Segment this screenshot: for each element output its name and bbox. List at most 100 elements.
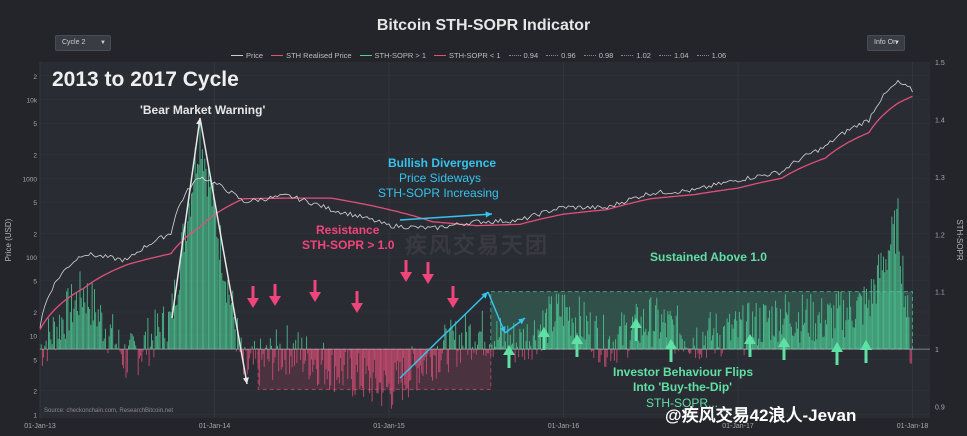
- dip-arrow-head: [503, 345, 515, 355]
- sustained-label: Sustained Above 1.0: [650, 250, 767, 264]
- x-tick-label: 01-Jan-15: [373, 423, 405, 430]
- divergence-arrow: [399, 291, 489, 379]
- price-series: [39, 79, 913, 328]
- y-left-tick-label: 10: [30, 334, 38, 341]
- bullish-divergence-title: Bullish Divergence: [388, 156, 497, 170]
- dip-arrow-head: [571, 334, 583, 344]
- chevron-down-icon: ▼: [894, 40, 900, 46]
- bear-arrow-down: [199, 117, 248, 385]
- resistance-arrow-head: [400, 272, 412, 282]
- legend-item[interactable]: 0.96: [546, 51, 576, 60]
- dip-arrow-head: [665, 339, 677, 349]
- y-right-axis-title: STH-SOPR: [955, 219, 964, 261]
- legend-swatch: [583, 54, 596, 56]
- y-left-tick-label: 2: [33, 231, 37, 238]
- y-left-tick-label: 5: [33, 279, 37, 286]
- y-left-tick-label: 1000: [23, 176, 38, 183]
- investor-line3: STH-SOPR...: [646, 396, 719, 410]
- y-right-tick-label: 1: [935, 347, 939, 354]
- legend-swatch: [231, 54, 243, 56]
- legend-swatch: [621, 54, 634, 56]
- x-tick-label: 01-Jan-17: [722, 423, 754, 430]
- dip-arrow-head: [538, 327, 550, 337]
- legend-swatch: [359, 54, 372, 56]
- info-select-value: Info On: [874, 39, 897, 46]
- chart-title: Bitcoin STH-SOPR Indicator: [376, 17, 591, 34]
- cycle-select-value: Cycle 2: [62, 39, 86, 46]
- watermark-bottom: @疾风交易42浪人-Jevan: [665, 406, 857, 425]
- legend-swatch: [434, 54, 447, 56]
- y-left-tick-label: 2: [33, 389, 37, 396]
- dip-arrow-head: [778, 337, 790, 347]
- legend-swatch: [508, 54, 521, 56]
- divergence-arrow-b-head: [499, 326, 506, 333]
- y-right-tick-label: 1.5: [935, 60, 945, 67]
- y-left-tick-label: 10k: [27, 98, 38, 105]
- resistance-arrow-head: [351, 303, 363, 313]
- x-tick-label: 01-Jan-14: [199, 423, 231, 430]
- y-right-tick-label: 1.1: [935, 290, 945, 297]
- x-tick-label: 01-Jan-13: [24, 423, 56, 430]
- legend-label: STH-SOPR < 1: [449, 50, 501, 60]
- legend-item[interactable]: 1.02: [621, 51, 651, 60]
- plot-area: [40, 62, 930, 418]
- y-right-tick-label: 0.9: [935, 405, 945, 412]
- bullish-divergence-line2: STH-SOPR Increasing: [378, 186, 499, 200]
- cycle-heading: 2013 to 2017 Cycle: [52, 68, 239, 91]
- divergence-arrow-b: [487, 291, 506, 334]
- legend-label: 1.02: [636, 50, 651, 60]
- legend-item[interactable]: 0.94: [508, 51, 538, 60]
- resistance-arrow-head: [309, 292, 321, 302]
- investor-line2: Into 'Buy-the-Dip': [633, 380, 733, 394]
- legend-item[interactable]: 0.98: [583, 50, 614, 60]
- legend-label: 0.98: [598, 50, 614, 60]
- dip-arrow-head: [744, 334, 756, 344]
- cycle-select[interactable]: Cycle 2 ▼: [55, 35, 111, 51]
- legend-item[interactable]: STH Realised Price: [271, 50, 352, 60]
- y-left-axis-title: Price (USD): [4, 218, 13, 261]
- y-left-tick-label: 2: [33, 74, 37, 81]
- legend-swatch: [658, 54, 671, 56]
- resistance-line: STH-SOPR > 1.0: [302, 238, 395, 252]
- legend-label: STH-SOPR > 1: [374, 50, 427, 60]
- y-left-tick-label: 5: [33, 357, 37, 364]
- dip-arrow-head: [831, 342, 843, 352]
- y-left-tick-label: 5: [33, 200, 37, 207]
- legend-label: STH Realised Price: [286, 50, 352, 60]
- resistance-arrow-head: [422, 274, 434, 284]
- resistance-arrow-head: [247, 298, 259, 308]
- legend-swatch: [546, 54, 559, 56]
- x-tick-label: 01-Jan-18: [897, 423, 929, 430]
- legend-swatch: [271, 54, 284, 56]
- legend-item[interactable]: 1.04: [658, 51, 689, 60]
- divergence-arrow-head: [481, 292, 488, 299]
- y-right-tick-label: 1.3: [935, 175, 945, 182]
- price-sideways-arrow-head: [485, 211, 492, 218]
- legend-swatch: [696, 54, 709, 56]
- y-left-tick-label: 5: [33, 121, 37, 128]
- bear-warning-label: 'Bear Market Warning': [140, 103, 266, 117]
- y-left-tick-label: 2: [33, 153, 37, 160]
- chart-legend: Price STH Realised Price STH-SOPR > 1 STH-S…: [231, 49, 726, 61]
- bear-arrow-down-head: [242, 377, 249, 384]
- y-left-tick-label: 100: [26, 255, 37, 262]
- legend-item[interactable]: 1.06: [696, 51, 726, 60]
- info-select[interactable]: Info On ▼: [867, 35, 905, 51]
- legend-label: Price: [246, 50, 264, 60]
- x-tick-label: 01-Jan-16: [548, 423, 580, 430]
- y-left-tick-label: 2: [33, 310, 37, 317]
- chevron-down-icon: ▼: [100, 40, 106, 46]
- y-left-tick-label: 1: [33, 412, 37, 419]
- legend-item[interactable]: Price: [231, 51, 263, 60]
- legend-item[interactable]: STH-SOPR < 1: [434, 50, 501, 60]
- bear-arrow-up: [171, 117, 201, 319]
- bullish-divergence-line1: Price Sideways: [399, 171, 482, 185]
- legend-item[interactable]: STH-SOPR > 1: [359, 50, 427, 60]
- watermark-center: 疾风交易天团: [405, 233, 550, 258]
- resistance-arrow-head: [447, 298, 459, 308]
- sth-realised-price-series: [39, 95, 913, 330]
- source-note: Source: checkonchain.com, ResearchBitcoi…: [44, 408, 174, 414]
- dip-arrow-head: [860, 340, 872, 350]
- y-right-tick-label: 1.2: [935, 232, 945, 239]
